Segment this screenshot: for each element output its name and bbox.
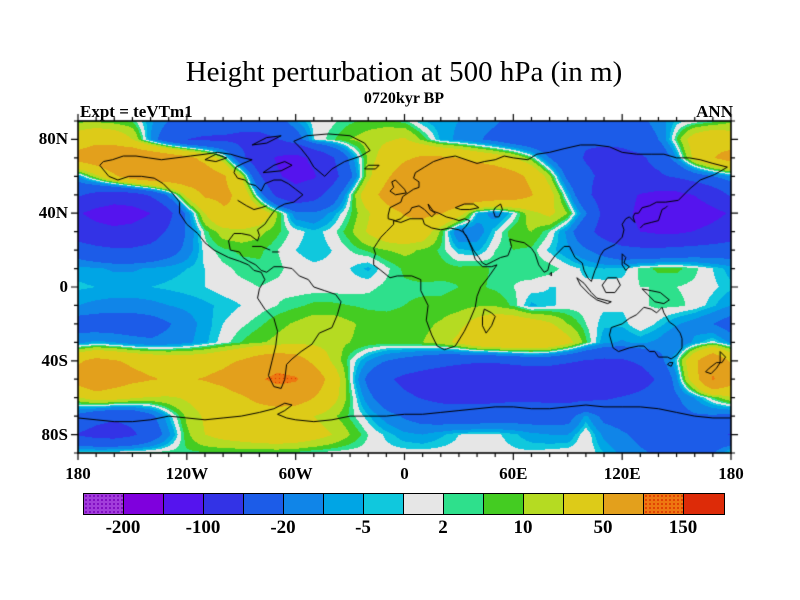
contour-map-canvas — [70, 113, 745, 461]
y-tick-label-80N: 80N — [38, 129, 68, 149]
colorbar-label--200: -200 — [105, 517, 141, 538]
x-tick-label-180: 180 — [718, 464, 744, 483]
colorbar-cell-14 — [644, 494, 684, 514]
colorbar-label--100: -100 — [185, 517, 221, 538]
x-tick-label-120E: 120E — [603, 464, 641, 483]
colorbar-cell-0 — [84, 494, 124, 514]
colorbar-cell-8 — [404, 494, 444, 514]
x-tick-label-120W: 120W — [165, 464, 209, 483]
colorbar-cell-7 — [364, 494, 404, 514]
plot-title: Height perturbation at 500 hPa (in m) — [185, 56, 623, 88]
colorbar-cell-5 — [284, 494, 324, 514]
x-tick-label-60W: 60W — [278, 464, 313, 483]
colorbar-label--5: -5 — [355, 517, 371, 538]
colorbar-cell-2 — [164, 494, 204, 514]
colorbar-label--20: -20 — [270, 517, 296, 538]
colorbar-cell-11 — [524, 494, 564, 514]
colorbar-label-150: 150 — [668, 517, 698, 538]
x-tick-label-0: 0 — [400, 464, 409, 483]
colorbar-cell-12 — [564, 494, 604, 514]
y-tick-label-40S: 40S — [41, 350, 68, 370]
colorbar-cell-4 — [244, 494, 284, 514]
x-tick-label-180: 180 — [65, 464, 91, 483]
colorbar-cell-15 — [684, 494, 724, 514]
y-tick-label-0: 0 — [59, 277, 69, 296]
colorbar-label-2: 2 — [438, 517, 448, 538]
colorbar-cell-9 — [444, 494, 484, 514]
plot-subtitle: 0720kyr BP — [363, 90, 445, 107]
y-tick-label-40N: 40N — [38, 203, 68, 223]
colorbar-cell-10 — [484, 494, 524, 514]
colorbar-label-50: 50 — [593, 517, 613, 538]
colorbar-label-10: 10 — [513, 517, 533, 538]
y-tick-label-80S: 80S — [41, 424, 68, 444]
colorbar — [83, 493, 725, 515]
colorbar-cell-3 — [204, 494, 244, 514]
colorbar-cell-1 — [124, 494, 164, 514]
colorbar-cell-6 — [324, 494, 364, 514]
colorbar-cell-13 — [604, 494, 644, 514]
x-tick-label-60E: 60E — [499, 464, 528, 483]
